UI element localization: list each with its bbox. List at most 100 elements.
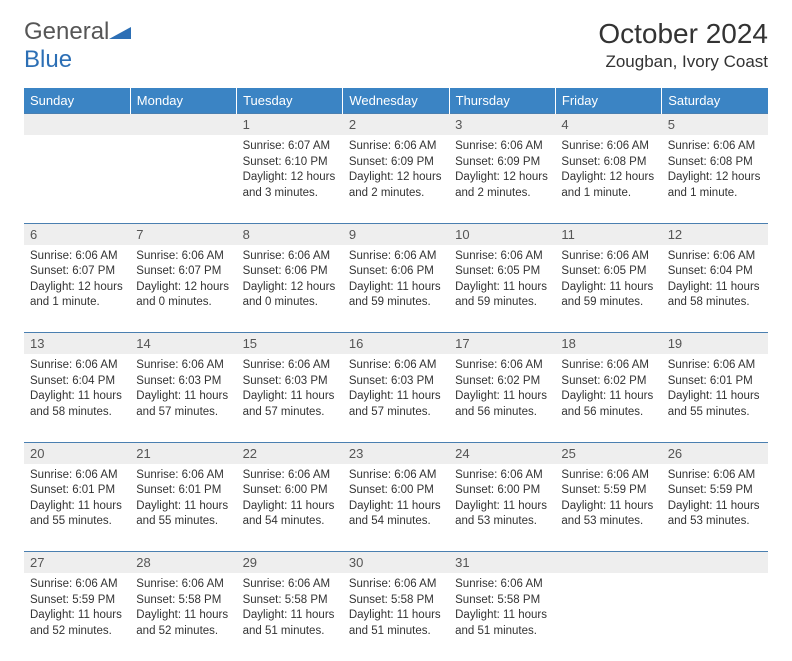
day-cell: Sunrise: 6:06 AMSunset: 6:08 PMDaylight:… — [662, 135, 768, 223]
sunset-text: Sunset: 6:05 PM — [561, 264, 655, 280]
day-cell: Sunrise: 6:06 AMSunset: 6:05 PMDaylight:… — [449, 245, 555, 333]
sunset-text: Sunset: 6:08 PM — [561, 155, 655, 171]
day-number — [662, 552, 768, 574]
sunset-text: Sunset: 6:05 PM — [455, 264, 549, 280]
day-details: Sunrise: 6:06 AMSunset: 6:01 PMDaylight:… — [24, 464, 130, 536]
day-number: 30 — [343, 552, 449, 574]
sunset-text: Sunset: 6:03 PM — [243, 374, 337, 390]
sunrise-text: Sunrise: 6:06 AM — [136, 468, 230, 484]
daynum-row: 6789101112 — [24, 223, 768, 245]
sunset-text: Sunset: 6:06 PM — [349, 264, 443, 280]
daylight-text: Daylight: 11 hours and 55 minutes. — [30, 499, 124, 530]
day-details: Sunrise: 6:06 AMSunset: 6:02 PMDaylight:… — [555, 354, 661, 426]
daylight-text: Daylight: 11 hours and 51 minutes. — [455, 608, 549, 639]
daylight-text: Daylight: 11 hours and 55 minutes. — [668, 389, 762, 420]
sunrise-text: Sunrise: 6:07 AM — [243, 139, 337, 155]
day-cell: Sunrise: 6:06 AMSunset: 6:03 PMDaylight:… — [237, 354, 343, 442]
day-details: Sunrise: 6:06 AMSunset: 5:59 PMDaylight:… — [24, 573, 130, 645]
day-details: Sunrise: 6:06 AMSunset: 6:07 PMDaylight:… — [24, 245, 130, 317]
sunset-text: Sunset: 6:10 PM — [243, 155, 337, 171]
sunset-text: Sunset: 5:58 PM — [349, 593, 443, 609]
day-number: 31 — [449, 552, 555, 574]
day-number: 14 — [130, 333, 236, 355]
sunrise-text: Sunrise: 6:06 AM — [349, 577, 443, 593]
sunrise-text: Sunrise: 6:06 AM — [30, 249, 124, 265]
day-number: 10 — [449, 223, 555, 245]
day-details: Sunrise: 6:06 AMSunset: 5:59 PMDaylight:… — [662, 464, 768, 536]
day-details: Sunrise: 6:06 AMSunset: 6:00 PMDaylight:… — [237, 464, 343, 536]
sunset-text: Sunset: 6:01 PM — [668, 374, 762, 390]
daylight-text: Daylight: 12 hours and 1 minute. — [30, 280, 124, 311]
daylight-text: Daylight: 11 hours and 57 minutes. — [243, 389, 337, 420]
day-number: 9 — [343, 223, 449, 245]
sunset-text: Sunset: 6:07 PM — [136, 264, 230, 280]
day-details: Sunrise: 6:06 AMSunset: 6:00 PMDaylight:… — [343, 464, 449, 536]
day-details: Sunrise: 6:06 AMSunset: 5:58 PMDaylight:… — [449, 573, 555, 645]
sunrise-text: Sunrise: 6:06 AM — [455, 358, 549, 374]
day-number: 24 — [449, 442, 555, 464]
sunrise-text: Sunrise: 6:06 AM — [455, 249, 549, 265]
day-number — [555, 552, 661, 574]
day-cell: Sunrise: 6:06 AMSunset: 6:08 PMDaylight:… — [555, 135, 661, 223]
sunrise-text: Sunrise: 6:06 AM — [668, 139, 762, 155]
day-number: 5 — [662, 114, 768, 136]
day-header-row: SundayMondayTuesdayWednesdayThursdayFrid… — [24, 88, 768, 114]
day-cell: Sunrise: 6:06 AMSunset: 6:07 PMDaylight:… — [24, 245, 130, 333]
daylight-text: Daylight: 11 hours and 51 minutes. — [349, 608, 443, 639]
day-details: Sunrise: 6:06 AMSunset: 6:08 PMDaylight:… — [555, 135, 661, 207]
day-details: Sunrise: 6:06 AMSunset: 6:09 PMDaylight:… — [449, 135, 555, 207]
day-details: Sunrise: 6:06 AMSunset: 6:07 PMDaylight:… — [130, 245, 236, 317]
daylight-text: Daylight: 11 hours and 52 minutes. — [136, 608, 230, 639]
day-number: 23 — [343, 442, 449, 464]
day-number: 19 — [662, 333, 768, 355]
day-details: Sunrise: 6:06 AMSunset: 6:03 PMDaylight:… — [237, 354, 343, 426]
sunset-text: Sunset: 6:00 PM — [455, 483, 549, 499]
day-number: 8 — [237, 223, 343, 245]
day-details: Sunrise: 6:06 AMSunset: 6:04 PMDaylight:… — [662, 245, 768, 317]
day-cell: Sunrise: 6:06 AMSunset: 6:01 PMDaylight:… — [24, 464, 130, 552]
title-block: October 2024 Zougban, Ivory Coast — [598, 18, 768, 72]
day-number: 25 — [555, 442, 661, 464]
sunset-text: Sunset: 6:00 PM — [243, 483, 337, 499]
day-cell: Sunrise: 6:06 AMSunset: 5:59 PMDaylight:… — [24, 573, 130, 661]
daylight-text: Daylight: 11 hours and 58 minutes. — [668, 280, 762, 311]
day-number: 21 — [130, 442, 236, 464]
day-details: Sunrise: 6:06 AMSunset: 6:02 PMDaylight:… — [449, 354, 555, 426]
sunrise-text: Sunrise: 6:06 AM — [136, 249, 230, 265]
sunrise-text: Sunrise: 6:06 AM — [30, 468, 124, 484]
sunset-text: Sunset: 5:59 PM — [30, 593, 124, 609]
day-number: 18 — [555, 333, 661, 355]
day-cell — [662, 573, 768, 661]
sunrise-text: Sunrise: 6:06 AM — [30, 358, 124, 374]
daybody-row: Sunrise: 6:06 AMSunset: 6:07 PMDaylight:… — [24, 245, 768, 333]
daylight-text: Daylight: 11 hours and 57 minutes. — [136, 389, 230, 420]
header: GeneralBlue October 2024 Zougban, Ivory … — [24, 18, 768, 74]
day-cell — [555, 573, 661, 661]
sunrise-text: Sunrise: 6:06 AM — [668, 249, 762, 265]
day-number: 16 — [343, 333, 449, 355]
sunset-text: Sunset: 6:06 PM — [243, 264, 337, 280]
daylight-text: Daylight: 11 hours and 59 minutes. — [455, 280, 549, 311]
sunrise-text: Sunrise: 6:06 AM — [561, 468, 655, 484]
sunrise-text: Sunrise: 6:06 AM — [136, 358, 230, 374]
day-header: Saturday — [662, 88, 768, 114]
sunrise-text: Sunrise: 6:06 AM — [243, 468, 337, 484]
logo-text-general: General — [24, 18, 109, 45]
sunset-text: Sunset: 6:01 PM — [136, 483, 230, 499]
day-cell: Sunrise: 6:06 AMSunset: 6:03 PMDaylight:… — [130, 354, 236, 442]
sunset-text: Sunset: 6:00 PM — [349, 483, 443, 499]
sunrise-text: Sunrise: 6:06 AM — [30, 577, 124, 593]
day-cell: Sunrise: 6:06 AMSunset: 6:06 PMDaylight:… — [237, 245, 343, 333]
daylight-text: Daylight: 11 hours and 52 minutes. — [30, 608, 124, 639]
sunset-text: Sunset: 6:03 PM — [349, 374, 443, 390]
day-cell: Sunrise: 6:06 AMSunset: 5:58 PMDaylight:… — [449, 573, 555, 661]
sunset-text: Sunset: 6:02 PM — [561, 374, 655, 390]
sunrise-text: Sunrise: 6:06 AM — [243, 358, 337, 374]
day-cell: Sunrise: 6:06 AMSunset: 6:04 PMDaylight:… — [662, 245, 768, 333]
day-details: Sunrise: 6:06 AMSunset: 6:01 PMDaylight:… — [662, 354, 768, 426]
daybody-row: Sunrise: 6:06 AMSunset: 6:04 PMDaylight:… — [24, 354, 768, 442]
daynum-row: 2728293031 — [24, 552, 768, 574]
daylight-text: Daylight: 12 hours and 0 minutes. — [136, 280, 230, 311]
day-cell: Sunrise: 6:07 AMSunset: 6:10 PMDaylight:… — [237, 135, 343, 223]
day-cell: Sunrise: 6:06 AMSunset: 6:09 PMDaylight:… — [343, 135, 449, 223]
